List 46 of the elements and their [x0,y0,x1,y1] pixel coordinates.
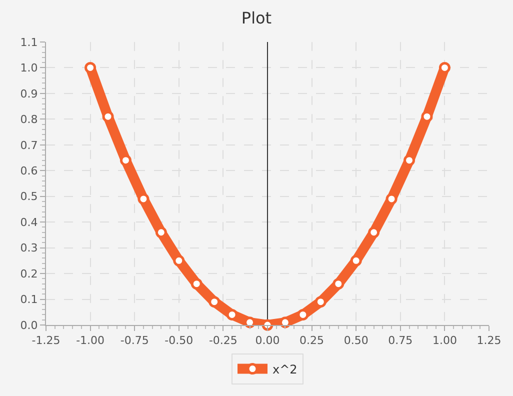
x-tick-label: -0.25 [208,334,238,348]
y-tick-label: 0.5 [20,190,38,204]
x-tick-label: 0.00 [255,334,280,348]
point [138,193,150,205]
point [102,110,114,122]
x-tick-label: -0.75 [120,334,149,348]
y-tick-label: 0.7 [20,138,38,152]
y-tick-label: 0.9 [20,87,38,100]
point [262,319,274,331]
point [279,316,291,328]
point [332,278,344,290]
x-tick-label: 0.50 [344,334,368,348]
legend-label: x^2 [272,362,298,376]
point [368,226,380,238]
x-tick-label: 1.00 [432,334,457,348]
y-tick-label: 0.3 [20,242,38,255]
point [386,193,398,205]
point [244,316,256,328]
y-tick-label: 0.6 [20,164,38,178]
point [421,110,433,122]
point [314,296,326,308]
y-tick-label: 0.2 [20,267,38,280]
point [297,308,309,320]
x-tick-label: -1.00 [76,334,105,348]
point [155,226,167,238]
x-tick-label: -1.25 [32,334,60,348]
chart-title: Plot [241,8,272,28]
point [350,254,362,266]
y-tick-label: 0.1 [20,293,38,306]
y-tick-label: 0.0 [20,318,38,332]
x-tick-label: 1.25 [476,334,502,348]
point [226,308,238,320]
point [438,62,450,74]
point [404,154,416,166]
y-tick-label: 1.1 [20,36,38,49]
y-tick-label: 0.8 [20,113,38,126]
y-tick-label: 1.0 [20,62,38,75]
point [173,254,185,266]
x-tick-label: 0.75 [388,334,413,348]
x-tick-label: -0.50 [164,334,194,348]
point [190,278,202,290]
point [208,296,220,308]
y-tick-label: 0.4 [20,216,38,229]
point [120,154,132,166]
point [84,62,96,74]
x-tick-label: 0.25 [300,334,324,348]
